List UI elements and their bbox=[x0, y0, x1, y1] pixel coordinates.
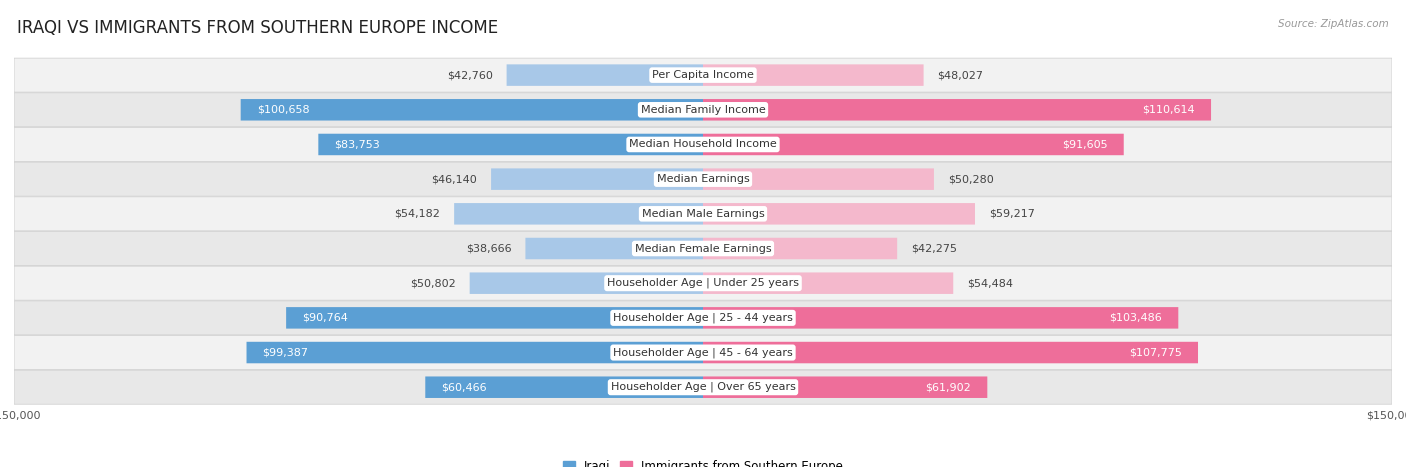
Text: Source: ZipAtlas.com: Source: ZipAtlas.com bbox=[1278, 19, 1389, 28]
FancyBboxPatch shape bbox=[14, 266, 1392, 300]
FancyBboxPatch shape bbox=[703, 238, 897, 259]
FancyBboxPatch shape bbox=[703, 342, 1198, 363]
Text: Median Female Earnings: Median Female Earnings bbox=[634, 243, 772, 254]
Text: $90,764: $90,764 bbox=[302, 313, 349, 323]
FancyBboxPatch shape bbox=[703, 134, 1123, 155]
FancyBboxPatch shape bbox=[506, 64, 703, 86]
FancyBboxPatch shape bbox=[491, 169, 703, 190]
FancyBboxPatch shape bbox=[470, 272, 703, 294]
FancyBboxPatch shape bbox=[454, 203, 703, 225]
FancyBboxPatch shape bbox=[703, 99, 1211, 120]
Text: $50,802: $50,802 bbox=[411, 278, 456, 288]
FancyBboxPatch shape bbox=[240, 99, 703, 120]
Text: $91,605: $91,605 bbox=[1062, 140, 1108, 149]
Legend: Iraqi, Immigrants from Southern Europe: Iraqi, Immigrants from Southern Europe bbox=[558, 455, 848, 467]
Text: $110,614: $110,614 bbox=[1142, 105, 1195, 115]
Text: $46,140: $46,140 bbox=[432, 174, 477, 184]
FancyBboxPatch shape bbox=[14, 301, 1392, 335]
Text: $61,902: $61,902 bbox=[925, 382, 972, 392]
FancyBboxPatch shape bbox=[425, 376, 703, 398]
Text: $38,666: $38,666 bbox=[465, 243, 512, 254]
FancyBboxPatch shape bbox=[14, 232, 1392, 266]
Text: $59,217: $59,217 bbox=[988, 209, 1035, 219]
Text: $48,027: $48,027 bbox=[938, 70, 983, 80]
Text: Median Household Income: Median Household Income bbox=[628, 140, 778, 149]
FancyBboxPatch shape bbox=[14, 127, 1392, 162]
Text: Median Family Income: Median Family Income bbox=[641, 105, 765, 115]
Text: Householder Age | 25 - 44 years: Householder Age | 25 - 44 years bbox=[613, 312, 793, 323]
FancyBboxPatch shape bbox=[703, 376, 987, 398]
Text: $54,484: $54,484 bbox=[967, 278, 1012, 288]
FancyBboxPatch shape bbox=[703, 64, 924, 86]
Text: $54,182: $54,182 bbox=[395, 209, 440, 219]
Text: $107,775: $107,775 bbox=[1129, 347, 1182, 358]
FancyBboxPatch shape bbox=[703, 307, 1178, 329]
Text: Median Male Earnings: Median Male Earnings bbox=[641, 209, 765, 219]
Text: $42,760: $42,760 bbox=[447, 70, 494, 80]
Text: Householder Age | Over 65 years: Householder Age | Over 65 years bbox=[610, 382, 796, 392]
Text: IRAQI VS IMMIGRANTS FROM SOUTHERN EUROPE INCOME: IRAQI VS IMMIGRANTS FROM SOUTHERN EUROPE… bbox=[17, 19, 498, 37]
FancyBboxPatch shape bbox=[287, 307, 703, 329]
FancyBboxPatch shape bbox=[14, 93, 1392, 127]
FancyBboxPatch shape bbox=[14, 58, 1392, 92]
FancyBboxPatch shape bbox=[14, 197, 1392, 231]
FancyBboxPatch shape bbox=[318, 134, 703, 155]
Text: $60,466: $60,466 bbox=[441, 382, 486, 392]
FancyBboxPatch shape bbox=[246, 342, 703, 363]
FancyBboxPatch shape bbox=[703, 169, 934, 190]
Text: $42,275: $42,275 bbox=[911, 243, 957, 254]
Text: $103,486: $103,486 bbox=[1109, 313, 1163, 323]
FancyBboxPatch shape bbox=[14, 336, 1392, 369]
Text: Householder Age | 45 - 64 years: Householder Age | 45 - 64 years bbox=[613, 347, 793, 358]
FancyBboxPatch shape bbox=[14, 162, 1392, 196]
Text: $50,280: $50,280 bbox=[948, 174, 994, 184]
Text: Median Earnings: Median Earnings bbox=[657, 174, 749, 184]
Text: $99,387: $99,387 bbox=[263, 347, 308, 358]
FancyBboxPatch shape bbox=[14, 370, 1392, 404]
FancyBboxPatch shape bbox=[526, 238, 703, 259]
Text: $83,753: $83,753 bbox=[335, 140, 380, 149]
FancyBboxPatch shape bbox=[703, 203, 974, 225]
Text: $100,658: $100,658 bbox=[257, 105, 309, 115]
FancyBboxPatch shape bbox=[703, 272, 953, 294]
Text: Householder Age | Under 25 years: Householder Age | Under 25 years bbox=[607, 278, 799, 289]
Text: Per Capita Income: Per Capita Income bbox=[652, 70, 754, 80]
